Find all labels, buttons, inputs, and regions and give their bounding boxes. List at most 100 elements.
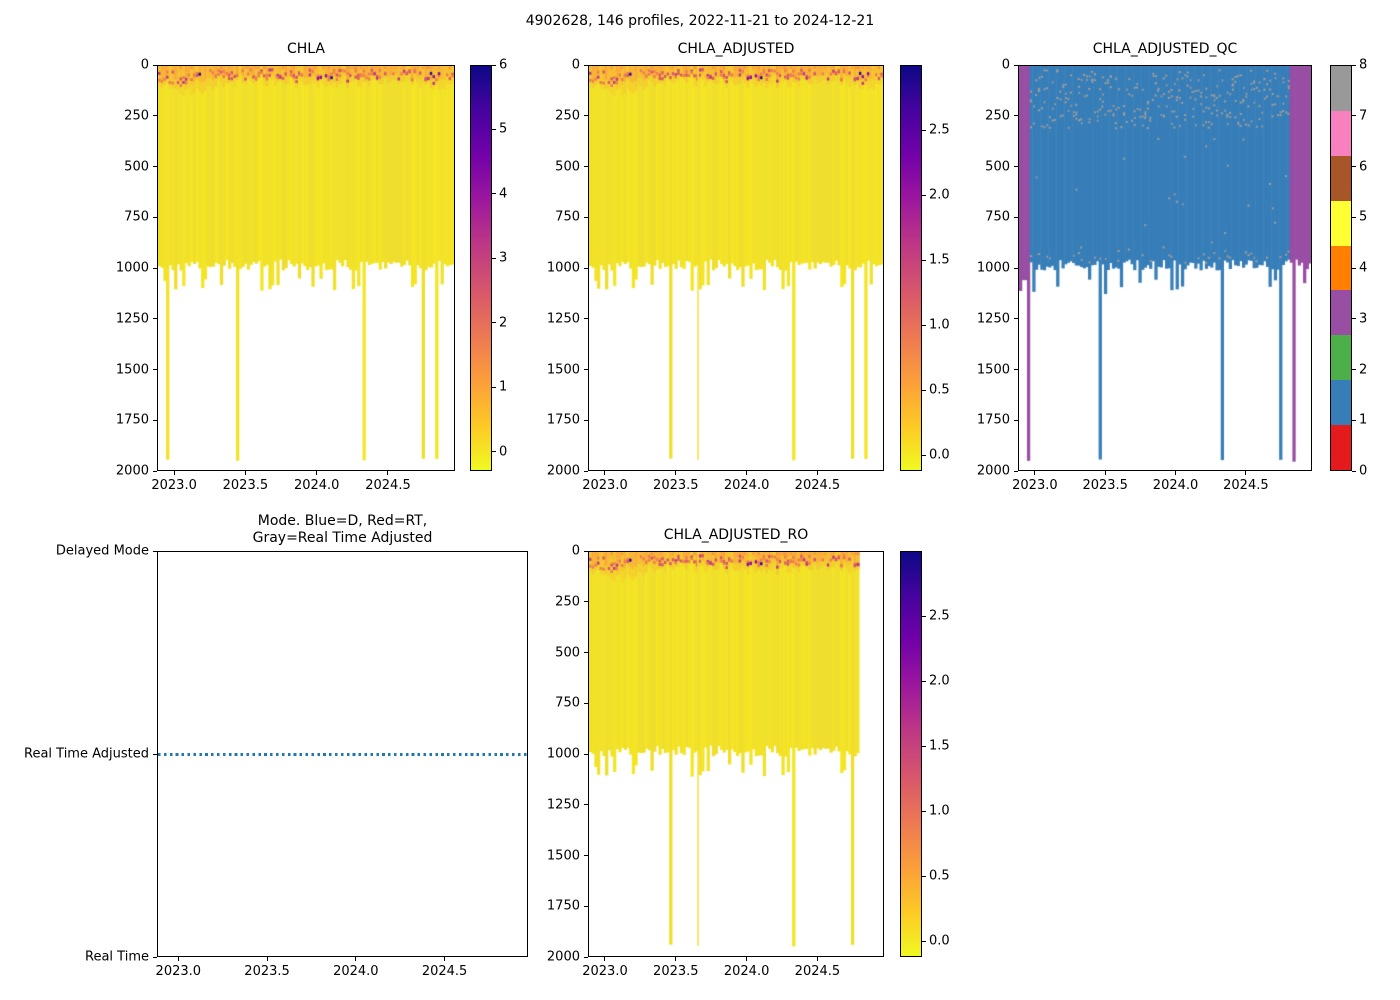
y-tick	[153, 267, 157, 269]
y-tick	[153, 369, 157, 370]
y-tick	[584, 905, 588, 907]
y-tick-label: 1500	[546, 362, 580, 377]
chla-heatmap-panel	[157, 65, 455, 471]
colorbar-tick-label: 2.5	[929, 122, 950, 138]
y-tick-label: 1250	[976, 311, 1010, 327]
y-tick	[584, 601, 588, 603]
colorbar-tick-label: 6	[1359, 159, 1368, 174]
x-tick-label: 2023.0	[155, 964, 202, 979]
y-tick-label: 2000	[546, 949, 580, 965]
mode-title-line1: Mode. Blue=D, Red=RT,	[257, 513, 428, 529]
y-tick	[584, 652, 588, 653]
y-tick-label: 750	[555, 695, 580, 711]
y-tick-label: 500	[555, 645, 580, 660]
mode-y-category-label: Real Time	[85, 949, 149, 965]
y-tick-label: 1750	[546, 898, 580, 914]
colorbar-tick	[1352, 115, 1356, 117]
mode-y-category-label: Real Time Adjusted	[24, 746, 149, 762]
x-tick	[355, 957, 357, 961]
qc-colorbar-segment	[1331, 200, 1351, 246]
colorbar-tick	[922, 680, 926, 682]
colorbar-tick	[1352, 267, 1356, 269]
x-tick-label: 2024.5	[794, 964, 841, 979]
qc-colorbar-segment	[1331, 425, 1351, 471]
x-tick	[604, 471, 606, 475]
colorbar-tick-label: 4	[1359, 260, 1368, 276]
y-tick	[1014, 419, 1018, 421]
x-tick	[746, 957, 748, 961]
y-tick	[153, 753, 157, 755]
y-tick-label: 750	[124, 209, 149, 225]
chla-adjusted-heatmap-panel	[588, 65, 884, 471]
x-tick	[604, 957, 606, 961]
y-tick-label: 1750	[546, 412, 580, 428]
colorbar-tick	[922, 454, 926, 456]
y-tick	[153, 115, 157, 117]
y-tick	[584, 419, 588, 421]
chla-adjusted-ro-heatmap-canvas	[589, 552, 883, 956]
y-tick-label: 1750	[976, 412, 1010, 428]
colorbar-tick	[492, 322, 496, 324]
y-tick	[153, 956, 157, 958]
x-tick	[316, 471, 318, 475]
y-tick	[584, 318, 588, 320]
y-tick	[1014, 369, 1018, 370]
colorbar-tick	[922, 810, 926, 812]
colorbar-tick	[1352, 470, 1356, 472]
mode-dotted-line	[158, 753, 527, 756]
colorbar-tick	[922, 194, 926, 196]
qc-colorbar-segment	[1331, 335, 1351, 381]
colorbar-tick-label: 1.5	[929, 252, 950, 268]
colorbar-tick-label: 7	[1359, 108, 1368, 124]
x-tick-label: 2023.0	[582, 964, 628, 979]
panel-title-mode: Mode. Blue=D, Red=RT, Gray=Real Time Adj…	[157, 513, 528, 547]
y-tick-label: 1000	[546, 260, 580, 276]
y-tick-label: 0	[1001, 57, 1010, 73]
x-tick-label: 2023.5	[244, 964, 290, 979]
x-tick-label: 2023.0	[1012, 478, 1058, 493]
x-tick	[177, 957, 179, 961]
colorbar-tick-label: 0.0	[929, 447, 950, 463]
x-tick	[675, 957, 677, 961]
chla-adjusted-colorbar	[900, 65, 922, 471]
figure-title: 4902628, 146 profiles, 2022-11-21 to 202…	[525, 13, 875, 29]
colorbar-tick	[922, 745, 926, 747]
y-tick	[584, 855, 588, 856]
panel-title-chla-adjusted-ro: CHLA_ADJUSTED_RO	[663, 527, 809, 543]
y-tick	[1014, 318, 1018, 320]
x-tick-label: 2024.0	[723, 964, 770, 979]
y-tick-label: 750	[555, 209, 580, 225]
colorbar-tick-label: 2.5	[929, 608, 950, 624]
chla-adjusted-ro-heatmap-panel	[588, 551, 884, 957]
qc-colorbar-segment	[1331, 155, 1351, 201]
x-tick-label: 2024.0	[723, 478, 770, 493]
y-tick	[1014, 166, 1018, 167]
y-tick-label: 500	[985, 159, 1010, 174]
y-tick-label: 250	[555, 594, 580, 610]
colorbar-tick-label: 0.5	[929, 382, 950, 398]
x-tick-label: 2023.5	[653, 478, 699, 493]
x-tick	[1034, 471, 1036, 475]
y-tick	[1014, 216, 1018, 218]
mode-y-category-label: Delayed Mode	[55, 543, 149, 559]
y-tick	[153, 166, 157, 167]
y-tick	[584, 550, 588, 552]
x-tick	[1245, 471, 1247, 475]
y-tick	[584, 470, 588, 472]
colorbar-tick-label: 4	[499, 186, 508, 202]
y-tick-label: 1250	[546, 797, 580, 813]
colorbar-tick-label: 2.0	[929, 673, 950, 689]
colorbar-tick	[922, 875, 926, 877]
x-tick-label: 2023.5	[1082, 478, 1128, 493]
x-tick	[1175, 471, 1177, 475]
y-tick	[153, 419, 157, 421]
x-tick	[266, 957, 268, 961]
colorbar-tick	[922, 324, 926, 326]
y-tick-label: 0	[571, 543, 580, 559]
x-tick-label: 2024.0	[333, 964, 379, 979]
y-tick	[1014, 64, 1018, 66]
y-tick-label: 2000	[976, 463, 1010, 479]
chla-colorbar	[470, 65, 492, 471]
y-tick	[584, 267, 588, 269]
x-tick-label: 2024.0	[293, 478, 340, 493]
